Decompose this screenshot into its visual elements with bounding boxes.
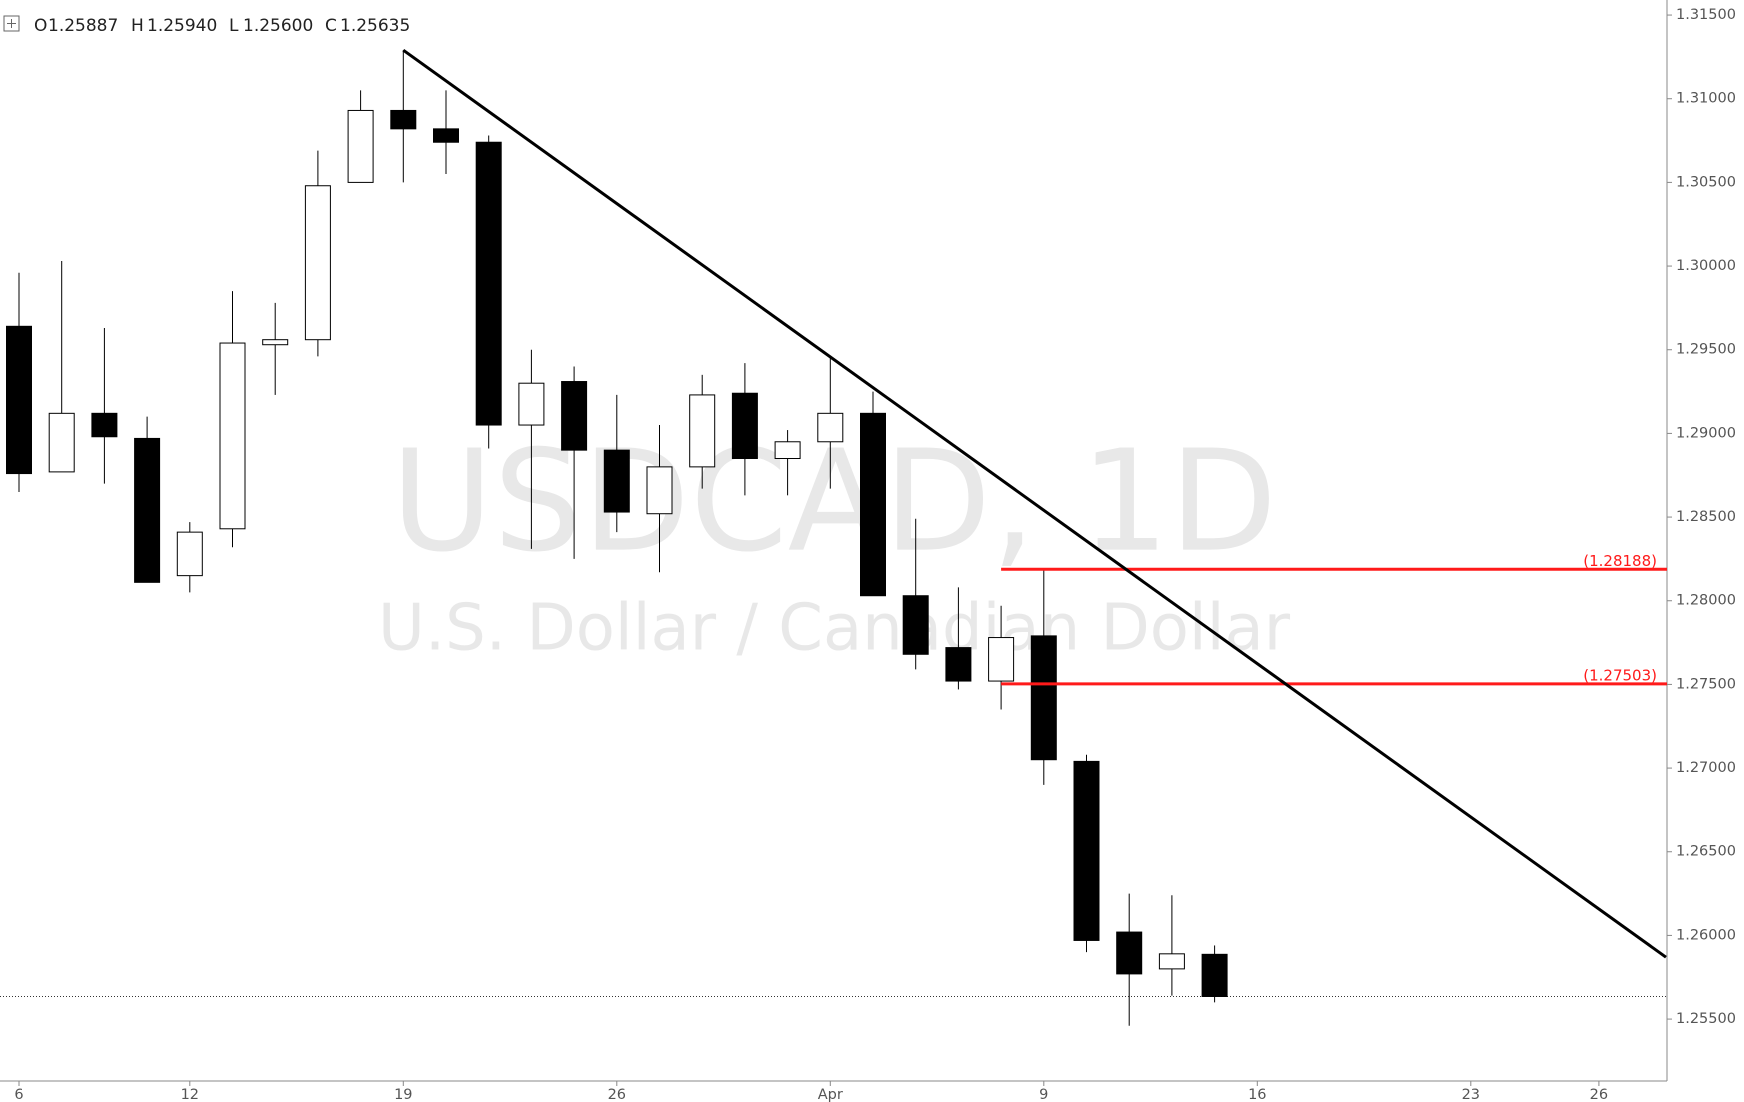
- candle-body: [390, 109, 417, 130]
- candle-body: [561, 381, 588, 451]
- y-tick-label: 1.31000: [1676, 91, 1736, 107]
- candle-body: [6, 325, 32, 475]
- y-tick-label: 1.29500: [1676, 342, 1736, 358]
- x-tick-label: 12: [181, 1087, 199, 1102]
- y-tick-label: 1.29000: [1676, 425, 1736, 441]
- candle-body: [219, 342, 246, 530]
- candle-body: [347, 109, 374, 183]
- candle-body: [48, 412, 75, 473]
- header-label: O: [34, 16, 47, 36]
- header-label: H: [131, 16, 144, 36]
- candle-body: [176, 531, 203, 577]
- header-value: 1.25940: [147, 16, 217, 36]
- candle-body: [91, 412, 118, 438]
- candle-body: [1116, 931, 1143, 975]
- y-tick-label: 1.28000: [1676, 593, 1736, 609]
- y-tick-label: 1.30000: [1676, 258, 1736, 274]
- x-tick-label: 9: [1039, 1087, 1048, 1102]
- header-label: C: [325, 16, 337, 36]
- level-label: (1.27503): [1583, 666, 1657, 684]
- x-tick-label: 6: [14, 1087, 23, 1102]
- candle-body: [603, 449, 630, 513]
- x-tick-label: Apr: [818, 1087, 843, 1102]
- y-tick-label: 1.26500: [1676, 844, 1736, 860]
- candle-body: [134, 437, 161, 583]
- y-tick-label: 1.30500: [1676, 174, 1736, 190]
- x-tick-label: 19: [394, 1087, 412, 1102]
- candle-body: [433, 128, 459, 143]
- x-tick-label: 26: [608, 1087, 626, 1102]
- candle-body: [988, 637, 1015, 682]
- y-tick-label: 1.27500: [1676, 676, 1736, 692]
- candle-body: [945, 647, 972, 682]
- y-tick-label: 1.31500: [1676, 7, 1736, 23]
- candle-body: [475, 141, 502, 426]
- level-label: (1.28188): [1583, 552, 1657, 570]
- trend-line: [402, 48, 1667, 959]
- expand-icon[interactable]: [3, 15, 20, 32]
- candle-body: [518, 382, 545, 426]
- candle-body: [860, 412, 886, 597]
- candle-body: [817, 412, 844, 443]
- candle-body: [1030, 635, 1057, 761]
- watermark-subtitle: U.S. Dollar / Canadian Dollar: [378, 592, 1291, 666]
- candle-body: [1201, 953, 1228, 997]
- candle-body: [304, 185, 331, 341]
- x-tick-label: 26: [1590, 1087, 1608, 1102]
- header-value: 1.25887: [48, 16, 118, 36]
- candle-body: [1073, 760, 1100, 941]
- candle-body: [689, 394, 716, 468]
- header-value: 1.25600: [243, 16, 313, 36]
- watermark: USDCAD, 1D U.S. Dollar / Canadian Dollar: [378, 421, 1291, 666]
- y-tick-label: 1.27000: [1676, 760, 1736, 776]
- watermark-title: USDCAD, 1D: [391, 421, 1277, 584]
- y-tick-label: 1.28500: [1676, 509, 1736, 525]
- header-label: L: [229, 16, 239, 36]
- candle-body: [902, 595, 929, 655]
- candle-body: [1158, 953, 1185, 970]
- x-tick-label: 16: [1248, 1087, 1266, 1102]
- header-value: 1.25635: [340, 16, 410, 36]
- candle-body: [731, 392, 758, 460]
- x-tick-label: 23: [1462, 1087, 1480, 1102]
- y-tick-label: 1.26000: [1676, 927, 1736, 943]
- candle-body: [262, 339, 289, 346]
- ohlc-header: O 1.25887 H 1.25940 L 1.25600 C 1.25635: [34, 16, 410, 36]
- candle-body: [646, 466, 673, 515]
- y-tick-label: 1.25500: [1676, 1011, 1736, 1027]
- expand-icon-plus: [7, 19, 16, 28]
- candle-body: [774, 441, 801, 460]
